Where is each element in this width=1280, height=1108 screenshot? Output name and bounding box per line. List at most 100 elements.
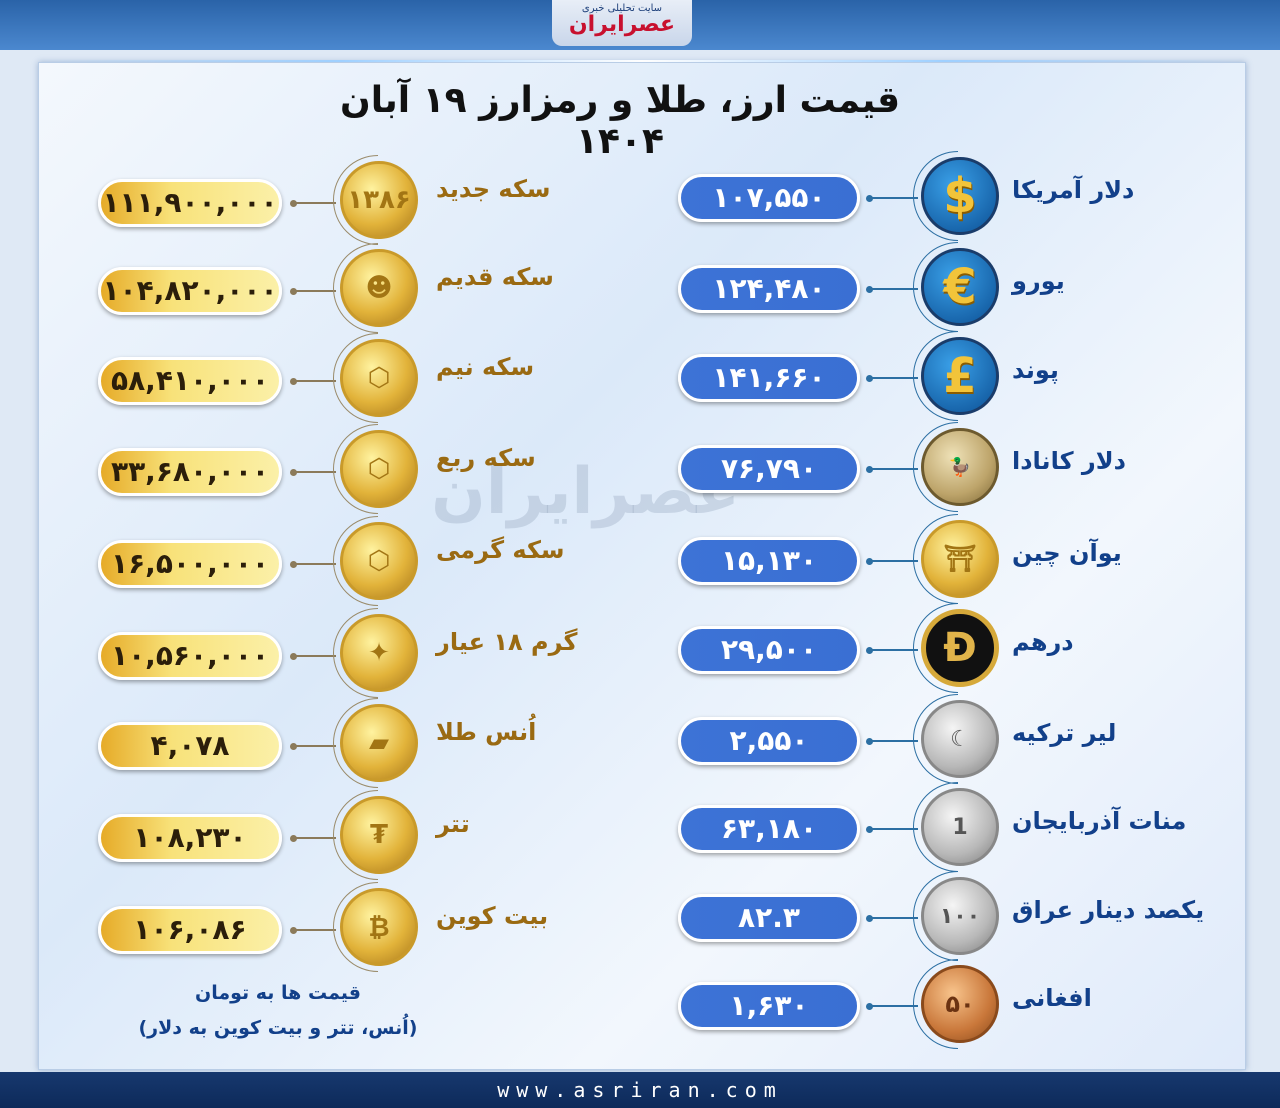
connector-dot xyxy=(866,826,873,833)
connector-line xyxy=(870,740,918,742)
currency-item-label: پوند xyxy=(1012,356,1059,384)
connector-dot xyxy=(866,195,873,202)
gold-coin-gram-icon: ⬡ xyxy=(340,522,418,600)
connector-dot xyxy=(290,561,297,568)
gold-coin-half-icon: ⬡ xyxy=(340,339,418,417)
bitcoin-icon: ₿ xyxy=(340,888,418,966)
gold-item-label: سکه قدیم xyxy=(436,263,554,291)
currency-item-label: دلار آمریکا xyxy=(1012,176,1135,204)
currency-price-pill: ۱,۶۳۰ xyxy=(678,982,860,1030)
gold-bar-icon: ▰ xyxy=(340,704,418,782)
connector-line xyxy=(870,917,918,919)
unit-note: قیمت ها به تومان xyxy=(194,982,362,1004)
connector-dot xyxy=(866,1003,873,1010)
connector-line xyxy=(294,380,336,382)
manat-coin-icon: 1 xyxy=(921,788,999,866)
dollar-icon: $ xyxy=(921,157,999,235)
footer-url[interactable]: www.asriran.com xyxy=(0,1072,1280,1108)
currency-price-pill: ۱۵,۱۳۰ xyxy=(678,537,860,585)
connector-line xyxy=(294,655,336,657)
gold-price-pill: ۵۸,۴۱۰,۰۰۰ xyxy=(98,357,282,405)
connector-dot xyxy=(866,466,873,473)
connector-line xyxy=(870,288,918,290)
gold-item-label: سکه ربع xyxy=(436,444,536,472)
connector-dot xyxy=(290,927,297,934)
connector-line xyxy=(870,377,918,379)
gold-coin-bahar-azadi-icon: ☻ xyxy=(340,249,418,327)
euro-icon: € xyxy=(921,248,999,326)
gold-price-pill: ۱۰۴,۸۲۰,۰۰۰ xyxy=(98,267,282,315)
iraqi-dinar-coin-icon: ۱۰۰ xyxy=(921,877,999,955)
decorative-glow-line xyxy=(40,60,1244,62)
currency-price-pill: ۶۳,۱۸۰ xyxy=(678,805,860,853)
currency-item-label: یوآن چین xyxy=(1012,539,1122,567)
gold-price-pill: ۳۳,۶۸۰,۰۰۰ xyxy=(98,448,282,496)
currency-price-pill: ۷۶,۷۹۰ xyxy=(678,445,860,493)
gold-coin-quarter-icon: ⬡ xyxy=(340,430,418,508)
gold-price-pill: ۱۶,۵۰۰,۰۰۰ xyxy=(98,540,282,588)
currency-item-label: لیر ترکیه xyxy=(1012,719,1117,747)
gold-item-label: بیت کوین xyxy=(436,902,549,930)
gold-item-label: سکه گرمی xyxy=(436,536,565,564)
connector-line xyxy=(294,471,336,473)
currency-price-pill: ۲,۵۵۰ xyxy=(678,717,860,765)
afghani-coin-icon: ۵۰ xyxy=(921,965,999,1043)
site-subtitle: سایت تحلیلی خبری xyxy=(581,3,663,14)
connector-line xyxy=(870,649,918,651)
currency-item-label: دلار کانادا xyxy=(1012,447,1126,475)
gold-item-label: سکه نیم xyxy=(436,353,535,381)
turkish-lira-coin-icon: ☾ xyxy=(921,700,999,778)
connector-line xyxy=(294,929,336,931)
currency-item-label: درهم xyxy=(1012,628,1074,656)
currency-price-pill: ۱۲۴,۴۸۰ xyxy=(678,265,860,313)
connector-line xyxy=(294,290,336,292)
gold-price-pill: ۱۰۸,۲۳۰ xyxy=(98,814,282,862)
gold-item-label: تتر xyxy=(436,810,470,838)
currency-item-label: یکصد دینار عراق xyxy=(1012,896,1205,924)
currency-item-label: افغانی xyxy=(1012,984,1092,1012)
connector-dot xyxy=(866,558,873,565)
connector-dot xyxy=(290,288,297,295)
tether-icon: ₮ xyxy=(340,796,418,874)
currency-price-pill: ۲۹,۵۰۰ xyxy=(678,626,860,674)
dirham-icon: Đ xyxy=(921,609,999,687)
connector-line xyxy=(870,560,918,562)
gold-coin-emami-new-icon: ۱۳۸۶ xyxy=(340,161,418,239)
gold-jewelry-icon: ✦ xyxy=(340,614,418,692)
currency-item-label: یورو xyxy=(1012,267,1065,295)
pound-icon: £ xyxy=(921,337,999,415)
currency-price-pill: ۸۲.۳ xyxy=(678,894,860,942)
connector-dot xyxy=(290,743,297,750)
connector-line xyxy=(870,197,918,199)
connector-line xyxy=(870,1005,918,1007)
connector-line xyxy=(870,468,918,470)
gold-price-pill: ۱۰,۵۶۰,۰۰۰ xyxy=(98,632,282,680)
connector-line xyxy=(294,563,336,565)
gold-item-label: گرم ۱۸ عیار xyxy=(436,628,578,656)
connector-dot xyxy=(290,200,297,207)
gold-item-label: سکه جدید xyxy=(436,175,551,203)
connector-line xyxy=(870,828,918,830)
unit-exception-note: (اُنس، تتر و بیت کوین به دلار) xyxy=(138,1017,418,1039)
connector-dot xyxy=(866,647,873,654)
connector-dot xyxy=(290,469,297,476)
connector-dot xyxy=(866,915,873,922)
yuan-coin-icon: ⛩ xyxy=(921,520,999,598)
page-title: قیمت ارز، طلا و رمزارز ۱۹ آبان ۱۴۰۴ xyxy=(339,80,901,162)
connector-line xyxy=(294,202,336,204)
currency-price-pill: ۱۴۱,۶۶۰ xyxy=(678,354,860,402)
connector-dot xyxy=(866,286,873,293)
connector-line xyxy=(294,745,336,747)
connector-line xyxy=(294,837,336,839)
connector-dot xyxy=(290,835,297,842)
site-logo[interactable]: سایت تحلیلی خبری عصرایران xyxy=(552,0,692,46)
connector-dot xyxy=(866,738,873,745)
connector-dot xyxy=(290,378,297,385)
canadian-dollar-coin-icon: 🦆 xyxy=(921,428,999,506)
connector-dot xyxy=(290,653,297,660)
currency-price-pill: ۱۰۷,۵۵۰ xyxy=(678,174,860,222)
site-name: عصرایران xyxy=(568,12,676,37)
connector-dot xyxy=(866,375,873,382)
gold-price-pill: ۴,۰۷۸ xyxy=(98,722,282,770)
gold-price-pill: ۱۰۶,۰۸۶ xyxy=(98,906,282,954)
